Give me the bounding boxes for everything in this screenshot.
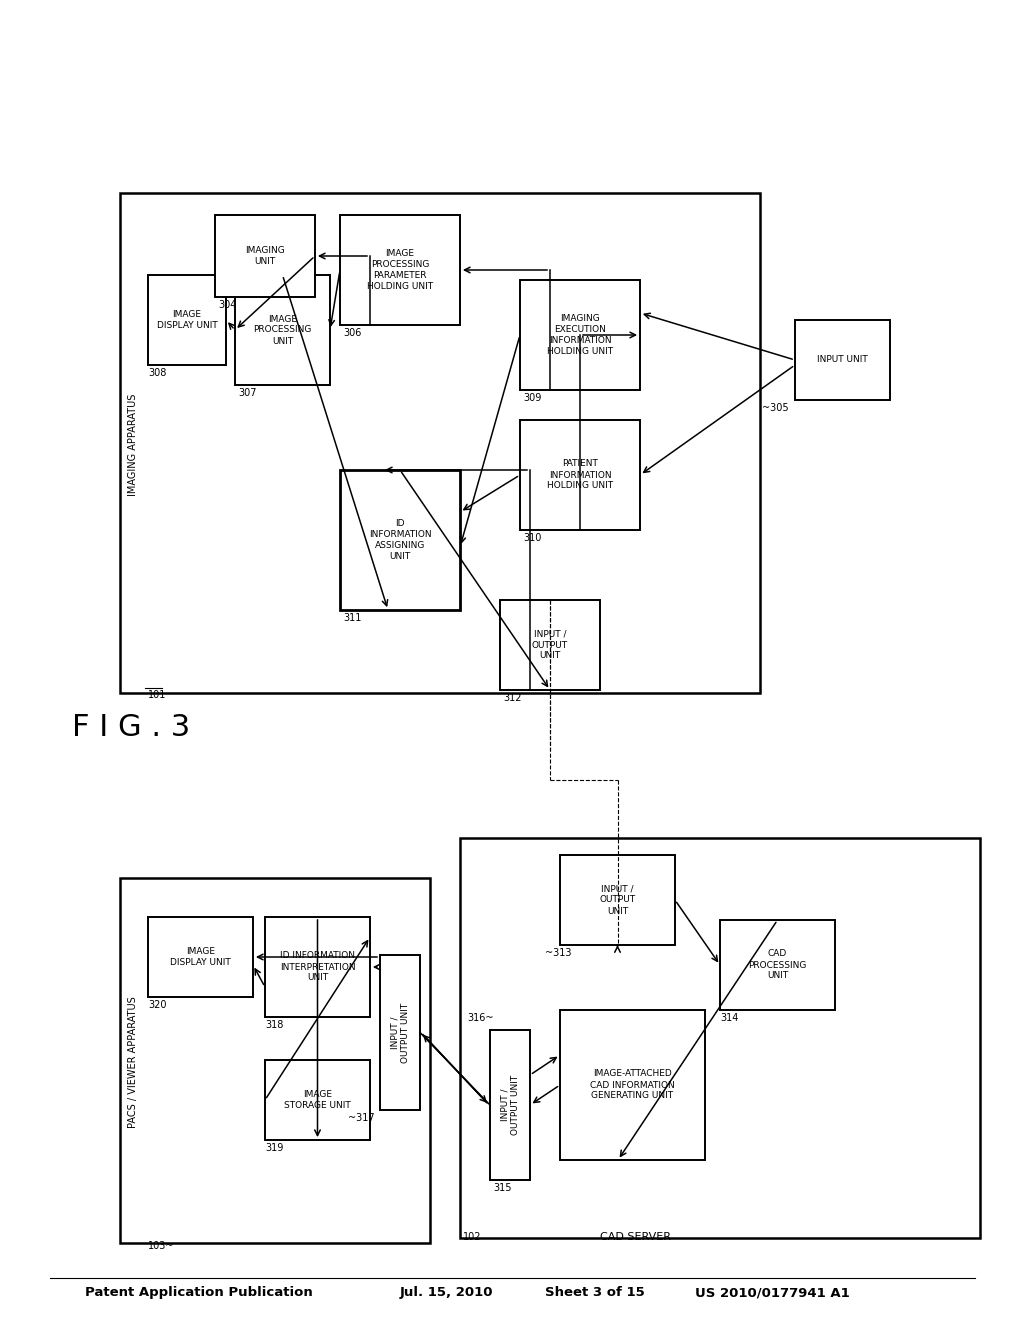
Text: UNIT: UNIT	[767, 972, 788, 981]
Text: INFORMATION: INFORMATION	[369, 531, 431, 539]
Text: UNIT: UNIT	[272, 337, 293, 346]
Bar	[265, 917, 370, 1016]
Text: 309: 309	[523, 393, 542, 403]
Text: IMAGE: IMAGE	[385, 249, 415, 257]
Text: 320: 320	[148, 1001, 167, 1010]
Text: INPUT UNIT: INPUT UNIT	[817, 355, 868, 364]
Text: 310: 310	[523, 533, 542, 543]
Text: 101: 101	[148, 690, 166, 700]
Text: PARAMETER: PARAMETER	[374, 271, 427, 280]
Text: ~305: ~305	[762, 403, 788, 413]
Bar	[720, 920, 835, 1010]
Text: ~313: ~313	[545, 948, 571, 958]
Text: PACS / VIEWER APPARATUS: PACS / VIEWER APPARATUS	[128, 997, 138, 1127]
Bar	[215, 215, 315, 297]
Text: UNIT: UNIT	[607, 907, 628, 916]
Text: DISPLAY UNIT: DISPLAY UNIT	[157, 321, 217, 330]
Text: IMAGING: IMAGING	[245, 246, 285, 255]
Text: INTERPRETATION: INTERPRETATION	[280, 962, 355, 972]
Bar	[795, 319, 890, 400]
Text: STORAGE UNIT: STORAGE UNIT	[284, 1101, 351, 1110]
Text: 319: 319	[265, 1143, 284, 1152]
Text: OUTPUT: OUTPUT	[599, 895, 636, 904]
Text: Patent Application Publication: Patent Application Publication	[85, 1286, 312, 1299]
Bar	[340, 215, 460, 325]
Text: OUTPUT: OUTPUT	[531, 640, 568, 649]
Bar	[340, 470, 460, 610]
Text: IMAGE: IMAGE	[268, 314, 297, 323]
Text: 307: 307	[238, 388, 256, 399]
Text: HOLDING UNIT: HOLDING UNIT	[547, 347, 613, 356]
Text: INFORMATION: INFORMATION	[549, 337, 611, 345]
Text: 103~: 103~	[148, 1241, 174, 1251]
Text: PROCESSING: PROCESSING	[749, 961, 807, 969]
Bar	[380, 954, 420, 1110]
Text: 308: 308	[148, 368, 166, 378]
Text: UNIT: UNIT	[389, 552, 411, 561]
Bar	[234, 275, 330, 385]
Text: US 2010/0177941 A1: US 2010/0177941 A1	[695, 1286, 850, 1299]
Bar	[500, 601, 600, 690]
Bar	[460, 838, 980, 1238]
Text: IMAGE: IMAGE	[303, 1090, 332, 1100]
Text: IMAGING: IMAGING	[560, 314, 600, 323]
Text: IMAGE: IMAGE	[186, 946, 215, 956]
Text: 311: 311	[343, 612, 361, 623]
Bar	[520, 420, 640, 531]
Text: 102: 102	[463, 1232, 481, 1242]
Text: UNIT: UNIT	[254, 257, 275, 267]
Text: PROCESSING: PROCESSING	[253, 326, 311, 334]
Text: CAD SERVER: CAD SERVER	[600, 1232, 671, 1242]
Text: INPUT /
OUTPUT UNIT: INPUT / OUTPUT UNIT	[390, 1002, 410, 1063]
Text: DISPLAY UNIT: DISPLAY UNIT	[170, 958, 230, 968]
Text: 304: 304	[218, 300, 237, 310]
Text: HOLDING UNIT: HOLDING UNIT	[367, 282, 433, 290]
Text: F I G . 3: F I G . 3	[72, 713, 190, 742]
Text: INPUT /
OUTPUT UNIT: INPUT / OUTPUT UNIT	[501, 1074, 520, 1135]
Text: IMAGE: IMAGE	[172, 310, 202, 319]
Text: EXECUTION: EXECUTION	[554, 325, 606, 334]
Text: INPUT /: INPUT /	[601, 884, 634, 894]
Text: 316~: 316~	[467, 1012, 494, 1023]
Text: 314: 314	[720, 1012, 738, 1023]
Bar	[490, 1030, 530, 1180]
Text: PATIENT: PATIENT	[562, 459, 598, 469]
Bar	[148, 275, 226, 366]
Text: Sheet 3 of 15: Sheet 3 of 15	[545, 1286, 645, 1299]
Text: UNIT: UNIT	[540, 652, 560, 660]
Text: ASSIGNING: ASSIGNING	[375, 541, 425, 550]
Text: CAD: CAD	[768, 949, 787, 958]
Text: INFORMATION: INFORMATION	[549, 470, 611, 479]
Text: ID INFORMATION: ID INFORMATION	[280, 952, 355, 961]
Bar	[148, 917, 253, 997]
Text: 318: 318	[265, 1020, 284, 1030]
Text: 312: 312	[503, 693, 521, 704]
Text: CAD INFORMATION: CAD INFORMATION	[590, 1081, 675, 1089]
Bar	[560, 1010, 705, 1160]
Text: GENERATING UNIT: GENERATING UNIT	[592, 1092, 674, 1101]
Bar	[120, 193, 760, 693]
Text: 306: 306	[343, 327, 361, 338]
Text: ID: ID	[395, 519, 404, 528]
Text: PROCESSING: PROCESSING	[371, 260, 429, 269]
Text: INPUT /: INPUT /	[534, 630, 566, 639]
Text: HOLDING UNIT: HOLDING UNIT	[547, 482, 613, 491]
Bar	[265, 1060, 370, 1140]
Bar	[120, 878, 430, 1243]
Text: IMAGING APPARATUS: IMAGING APPARATUS	[128, 393, 138, 496]
Text: IMAGE-ATTACHED: IMAGE-ATTACHED	[593, 1069, 672, 1078]
Text: Jul. 15, 2010: Jul. 15, 2010	[400, 1286, 494, 1299]
Text: UNIT: UNIT	[307, 974, 328, 982]
Bar	[520, 280, 640, 389]
Text: 315: 315	[493, 1183, 512, 1193]
Text: ~317: ~317	[348, 1113, 375, 1123]
Bar	[560, 855, 675, 945]
